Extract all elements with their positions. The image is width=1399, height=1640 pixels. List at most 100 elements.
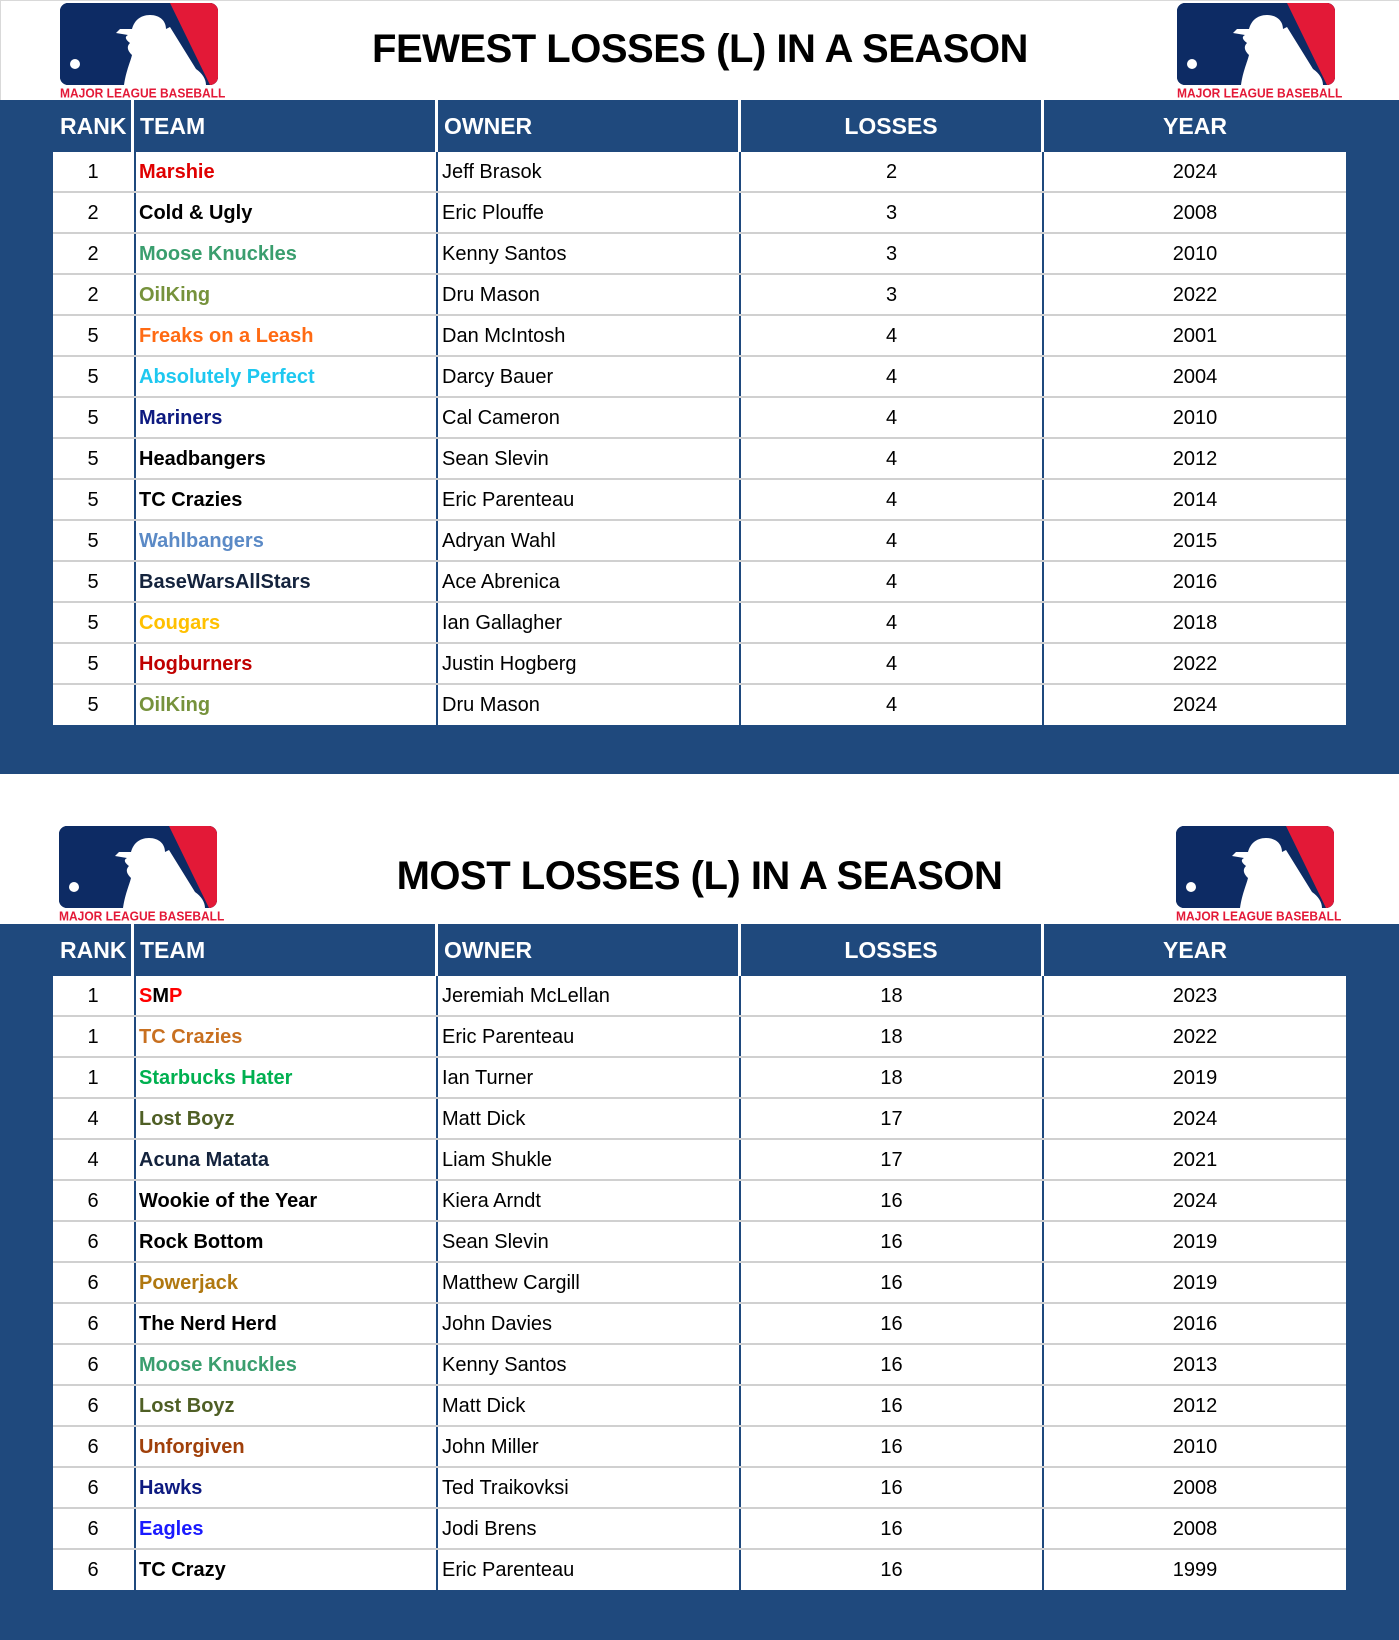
table-row: 5 Hogburners Justin Hogberg 4 2022 (53, 644, 1346, 685)
year-cell: 1999 (1042, 1550, 1346, 1590)
table-row: 5 Freaks on a Leash Dan McIntosh 4 2001 (53, 316, 1346, 357)
logo-wordmark: MAJOR LEAGUE BASEBALL (1176, 908, 1342, 924)
year-cell: 2024 (1042, 1181, 1346, 1220)
owner-cell: Sean Slevin (436, 439, 739, 478)
owner-cell: Matt Dick (436, 1099, 739, 1138)
year-cell: 2012 (1042, 1386, 1346, 1425)
owner-cell: Jeremiah McLellan (436, 976, 739, 1015)
year-cell: 2004 (1042, 357, 1346, 396)
losses-cell: 18 (739, 1058, 1042, 1097)
team-cell: Marshie (134, 152, 436, 191)
team-cell: Lost Boyz (134, 1099, 436, 1138)
owner-cell: Sean Slevin (436, 1222, 739, 1261)
year-cell: 2018 (1042, 603, 1346, 642)
team-cell: TC Crazies (134, 480, 436, 519)
losses-cell: 2 (739, 152, 1042, 191)
team-cell: Rock Bottom (134, 1222, 436, 1261)
losses-cell: 4 (739, 439, 1042, 478)
team-cell: TC Crazies (134, 1017, 436, 1056)
column-header-team: TEAM (131, 100, 435, 152)
year-cell: 2012 (1042, 439, 1346, 478)
year-cell: 2010 (1042, 234, 1346, 273)
year-cell: 2008 (1042, 1509, 1346, 1548)
year-cell: 2021 (1042, 1140, 1346, 1179)
losses-cell: 4 (739, 357, 1042, 396)
column-header-rank: RANK (60, 113, 127, 139)
losses-cell: 3 (739, 193, 1042, 232)
mlb-logo-icon: MAJOR LEAGUE BASEBALL (1176, 826, 1342, 924)
team-cell: TC Crazy (134, 1550, 436, 1590)
most-losses-table: 1 SMP Jeremiah McLellan 18 2023 1 TC Crazies Er… (53, 976, 1346, 1590)
title-bar: MAJOR LEAGUE BASEBALL FEWEST LOSSES (L) … (0, 0, 1399, 101)
rank-cell: 1 (87, 985, 99, 1007)
column-header-losses: LOSSES (738, 100, 1041, 152)
team-cell: The Nerd Herd (134, 1304, 436, 1343)
year-cell: 2022 (1042, 1017, 1346, 1056)
team-cell: Hawks (134, 1468, 436, 1507)
table-row: 1 SMP Jeremiah McLellan 18 2023 (53, 976, 1346, 1017)
year-cell: 2019 (1042, 1058, 1346, 1097)
team-cell: Wahlbangers (134, 521, 436, 560)
rank-cell: 4 (87, 1149, 99, 1171)
rank-cell: 5 (87, 530, 99, 552)
rank-cell: 5 (87, 612, 99, 634)
team-cell: Cougars (134, 603, 436, 642)
table-row: 1 Marshie Jeff Brasok 2 2024 (53, 152, 1346, 193)
column-header-year: YEAR (1041, 100, 1346, 152)
column-header-owner: OWNER (435, 100, 738, 152)
table-row: 6 Hawks Ted Traikovksi 16 2008 (53, 1468, 1346, 1509)
table-row: 5 Headbangers Sean Slevin 4 2012 (53, 439, 1346, 480)
year-cell: 2023 (1042, 976, 1346, 1015)
team-cell: Moose Knuckles (134, 1345, 436, 1384)
owner-cell: Kenny Santos (436, 1345, 739, 1384)
team-cell: Hogburners (134, 644, 436, 683)
losses-cell: 4 (739, 316, 1042, 355)
owner-cell: Eric Parenteau (436, 480, 739, 519)
losses-cell: 4 (739, 398, 1042, 437)
table-row: 2 OilKing Dru Mason 3 2022 (53, 275, 1346, 316)
rank-cell: 6 (87, 1354, 99, 1376)
owner-cell: Dan McIntosh (436, 316, 739, 355)
table-row: 6 Unforgiven John Miller 16 2010 (53, 1427, 1346, 1468)
losses-cell: 16 (739, 1263, 1042, 1302)
team-cell: Absolutely Perfect (134, 357, 436, 396)
losses-cell: 16 (739, 1550, 1042, 1590)
losses-cell: 17 (739, 1099, 1042, 1138)
losses-cell: 16 (739, 1468, 1042, 1507)
rank-cell: 4 (87, 1108, 99, 1130)
team-cell: Eagles (134, 1509, 436, 1548)
fewest-losses-section: MAJOR LEAGUE BASEBALL FEWEST LOSSES (L) … (0, 0, 1399, 774)
year-cell: 2022 (1042, 644, 1346, 683)
table-row: 1 Starbucks Hater Ian Turner 18 2019 (53, 1058, 1346, 1099)
team-cell: Unforgiven (134, 1427, 436, 1466)
rank-cell: 6 (87, 1559, 99, 1581)
year-cell: 2019 (1042, 1222, 1346, 1261)
losses-cell: 4 (739, 644, 1042, 683)
rank-cell: 5 (87, 366, 99, 388)
rank-cell: 1 (87, 161, 99, 183)
year-cell: 2001 (1042, 316, 1346, 355)
rank-cell: 5 (87, 325, 99, 347)
table-row: 2 Cold & Ugly Eric Plouffe 3 2008 (53, 193, 1346, 234)
owner-cell: Liam Shukle (436, 1140, 739, 1179)
page-title: MOST LOSSES (L) IN A SEASON (396, 854, 1003, 898)
owner-cell: Dru Mason (436, 685, 739, 725)
losses-cell: 16 (739, 1181, 1042, 1220)
rank-cell: 6 (87, 1395, 99, 1417)
column-header-year: YEAR (1041, 924, 1346, 976)
rank-cell: 6 (87, 1518, 99, 1540)
team-cell: Mariners (134, 398, 436, 437)
team-cell: OilKing (134, 685, 436, 725)
rank-cell: 6 (87, 1231, 99, 1253)
table-row: 1 TC Crazies Eric Parenteau 18 2022 (53, 1017, 1346, 1058)
table-row: 6 Moose Knuckles Kenny Santos 16 2013 (53, 1345, 1346, 1386)
table-row: 6 Wookie of the Year Kiera Arndt 16 2024 (53, 1181, 1346, 1222)
table-header: RANK TEAM OWNER LOSSES YEAR (0, 100, 1346, 152)
team-cell: Starbucks Hater (134, 1058, 436, 1097)
owner-cell: Eric Parenteau (436, 1017, 739, 1056)
owner-cell: Jodi Brens (436, 1509, 739, 1548)
table-header: RANK TEAM OWNER LOSSES YEAR (0, 924, 1346, 976)
table-row: 5 BaseWarsAllStars Ace Abrenica 4 2016 (53, 562, 1346, 603)
table-row: 5 Wahlbangers Adryan Wahl 4 2015 (53, 521, 1346, 562)
year-cell: 2024 (1042, 1099, 1346, 1138)
